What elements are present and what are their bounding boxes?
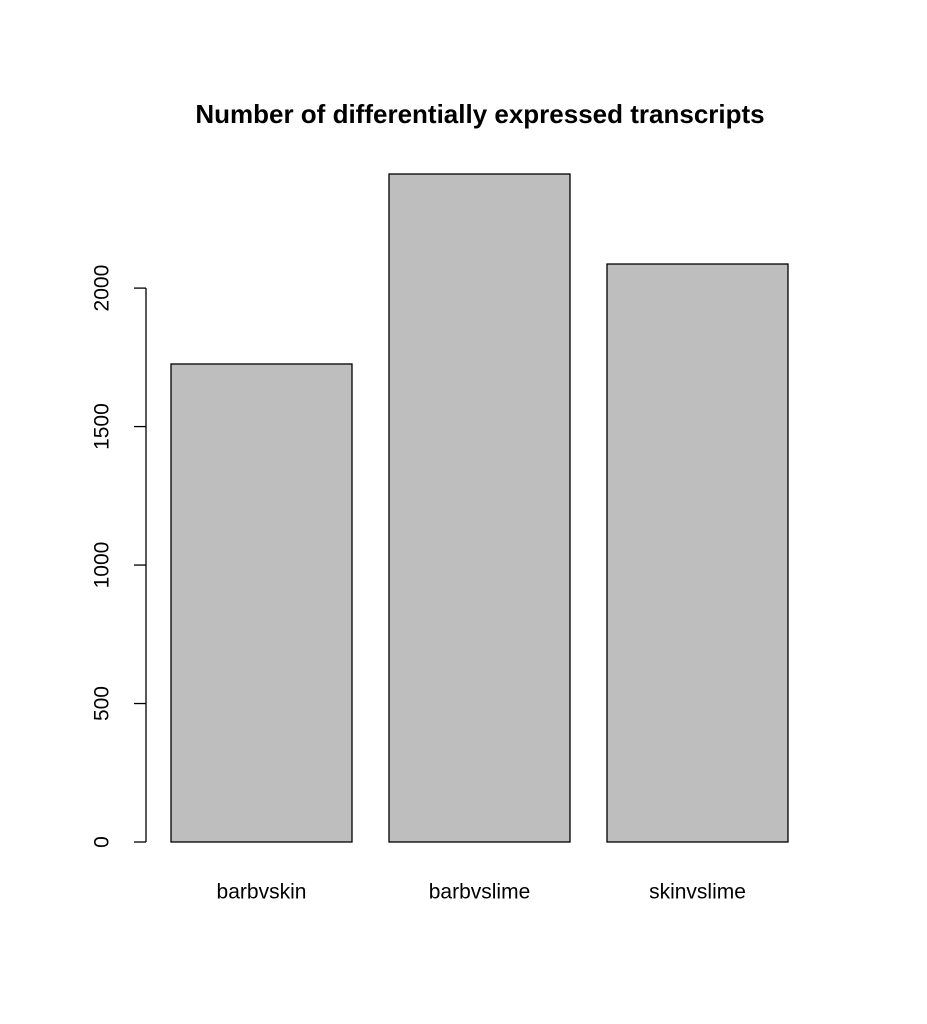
y-tick-label: 0 [91, 836, 114, 848]
y-tick-label: 500 [91, 686, 114, 721]
x-tick-label: skinvslime [649, 881, 746, 904]
y-tick-label: 1000 [91, 542, 114, 589]
chart-title: Number of differentially expressed trans… [195, 99, 764, 129]
bar [170, 363, 353, 843]
x-tick-label: barbvskin [217, 881, 307, 904]
bar [388, 173, 571, 843]
bar [606, 263, 789, 843]
y-tick-label: 2000 [91, 265, 114, 312]
y-tick-label: 1500 [91, 403, 114, 450]
x-tick-label: barbvslime [429, 881, 531, 904]
